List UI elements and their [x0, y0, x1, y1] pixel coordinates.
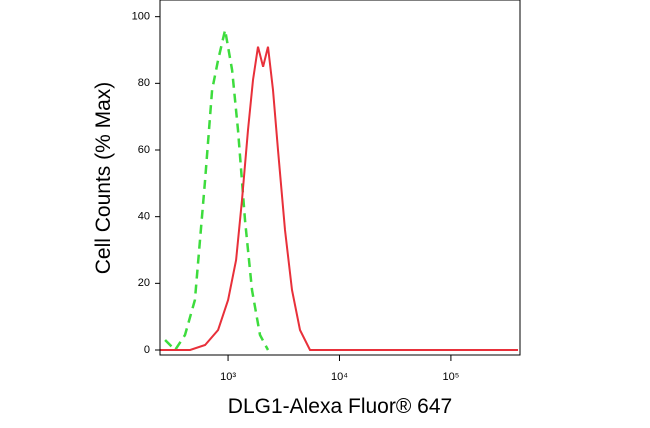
- x-tick-label: 10⁵: [443, 371, 460, 383]
- plot-frame: [159, 0, 521, 356]
- y-tick-label: 100: [132, 11, 150, 23]
- y-tick-label: 40: [138, 211, 150, 223]
- y-tick-label: 20: [138, 277, 150, 289]
- x-tick-label: 10⁴: [331, 371, 348, 383]
- x-tick-label: 10³: [220, 371, 236, 383]
- x-axis-label: DLG1-Alexa Fluor® 647: [228, 395, 452, 418]
- y-tick-label: 0: [144, 344, 150, 356]
- y-axis-label: Cell Counts (% Max): [92, 82, 115, 275]
- y-tick-label: 60: [138, 144, 150, 156]
- series-line: [160, 46, 518, 351]
- series-line: [164, 29, 270, 352]
- y-tick-label: 80: [138, 77, 150, 89]
